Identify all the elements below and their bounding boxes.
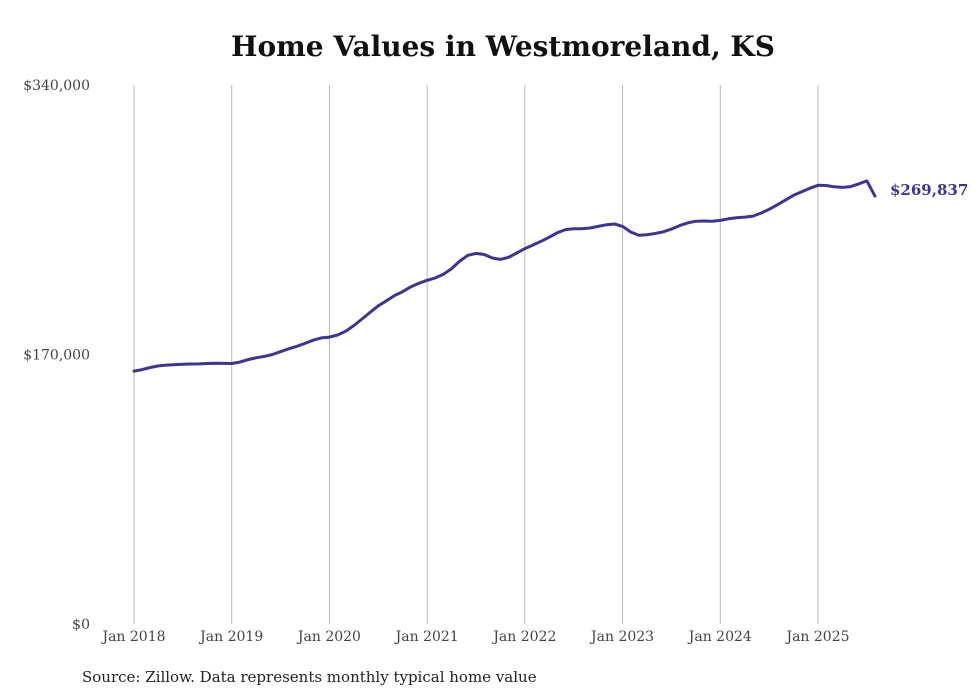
y-tick-label: $0 xyxy=(72,617,90,633)
y-axis-ticks: $0 $170,000 $340,000 xyxy=(23,78,90,633)
x-tick-label: Jan 2021 xyxy=(394,629,459,645)
y-tick-label: $340,000 xyxy=(23,78,90,94)
x-tick-label: Jan 2023 xyxy=(589,629,654,645)
x-tick-label: Jan 2024 xyxy=(687,629,752,645)
end-value-label: $269,837 xyxy=(890,181,968,199)
x-tick-label: Jan 2018 xyxy=(100,629,165,645)
gridlines xyxy=(133,85,819,624)
x-tick-label: Jan 2022 xyxy=(491,629,556,645)
series-line xyxy=(132,179,877,373)
x-tick-label: Jan 2025 xyxy=(784,629,849,645)
source-note: Source: Zillow. Data represents monthly … xyxy=(82,668,537,686)
chart-title: Home Values in Westmoreland, KS xyxy=(231,30,775,63)
x-tick-label: Jan 2020 xyxy=(296,629,361,645)
x-axis-ticks: Jan 2018 Jan 2019 Jan 2020 Jan 2021 Jan 2022… xyxy=(100,629,849,645)
y-tick-label: $170,000 xyxy=(23,348,90,364)
x-tick-label: Jan 2019 xyxy=(198,629,263,645)
